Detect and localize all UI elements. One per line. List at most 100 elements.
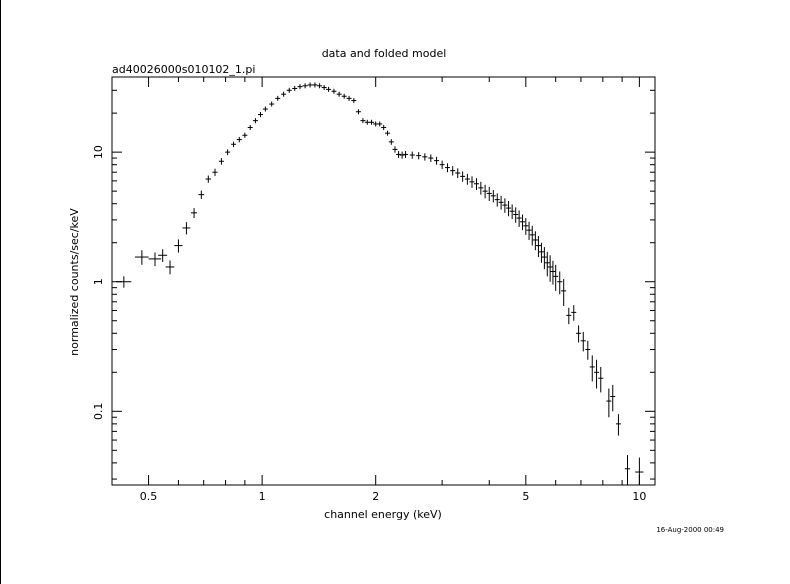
data-point bbox=[486, 186, 492, 201]
y-axis-label: normalized counts/sec/keV bbox=[68, 208, 81, 356]
data-point bbox=[520, 214, 526, 231]
timestamp: 16-Aug-2000 00:49 bbox=[656, 526, 724, 534]
data-point bbox=[148, 252, 162, 267]
data-point bbox=[635, 457, 644, 485]
data-point bbox=[473, 178, 479, 191]
data-point bbox=[317, 83, 323, 89]
data-point bbox=[460, 171, 466, 182]
data-point bbox=[174, 239, 183, 253]
data-point bbox=[286, 87, 292, 93]
data-point bbox=[516, 210, 522, 227]
y-tick-label: 10 bbox=[92, 145, 105, 159]
data-point bbox=[360, 118, 366, 124]
data-point bbox=[351, 98, 357, 104]
data-point bbox=[434, 156, 440, 165]
data-point bbox=[403, 151, 409, 159]
data-point bbox=[236, 136, 242, 143]
data-point bbox=[321, 85, 327, 91]
data-point bbox=[594, 359, 600, 389]
data-point bbox=[428, 154, 434, 162]
data-point bbox=[341, 93, 347, 99]
plot-frame bbox=[111, 76, 656, 486]
x-axis-label: channel energy (keV) bbox=[324, 508, 442, 521]
data-point bbox=[494, 193, 500, 207]
data-point bbox=[247, 124, 253, 130]
data-point bbox=[312, 82, 318, 88]
data-point bbox=[392, 146, 398, 153]
x-tick-label: 0.5 bbox=[140, 490, 158, 503]
data-point bbox=[326, 86, 332, 92]
data-point bbox=[297, 84, 303, 90]
data-point bbox=[606, 388, 612, 418]
x-tick-label: 5 bbox=[522, 490, 529, 503]
data-point bbox=[331, 88, 337, 94]
data-point bbox=[388, 139, 394, 145]
data-point bbox=[498, 195, 504, 210]
data-point bbox=[544, 251, 550, 277]
data-point bbox=[502, 198, 508, 213]
data-point bbox=[212, 168, 218, 176]
data-point bbox=[610, 384, 616, 412]
x-tick-label: 2 bbox=[372, 490, 379, 503]
data-point bbox=[275, 95, 281, 101]
data-point bbox=[541, 247, 547, 270]
data-point bbox=[307, 82, 313, 88]
data-point bbox=[292, 85, 298, 91]
data-point bbox=[252, 118, 258, 124]
data-point bbox=[134, 250, 149, 265]
data-point bbox=[535, 236, 541, 258]
data-point bbox=[262, 106, 268, 112]
data-point bbox=[576, 325, 582, 343]
data-point bbox=[571, 305, 577, 321]
data-point bbox=[624, 455, 631, 485]
data-point bbox=[553, 264, 559, 291]
data-point bbox=[615, 414, 621, 436]
data-point bbox=[377, 121, 383, 127]
data-point bbox=[385, 130, 391, 136]
data-point bbox=[198, 190, 205, 199]
data-point bbox=[191, 208, 197, 219]
data-point bbox=[509, 204, 515, 219]
data-point bbox=[439, 160, 445, 170]
data-point bbox=[506, 200, 512, 217]
data-point bbox=[598, 366, 604, 393]
chart-subtitle: ad40026000s010102_1.pi bbox=[112, 63, 255, 76]
data-point bbox=[242, 132, 248, 138]
data-point bbox=[182, 222, 191, 235]
data-point bbox=[557, 271, 563, 295]
data-point bbox=[346, 95, 352, 101]
data-point bbox=[205, 175, 212, 183]
data-point bbox=[158, 249, 168, 262]
data-point bbox=[450, 166, 456, 176]
data-point bbox=[464, 173, 470, 185]
data-point bbox=[566, 307, 572, 325]
data-point bbox=[526, 221, 532, 240]
data-point bbox=[444, 163, 450, 173]
data-point bbox=[585, 340, 591, 360]
data-point bbox=[478, 181, 484, 195]
data-point bbox=[302, 83, 308, 89]
data-point bbox=[523, 218, 529, 235]
data-point bbox=[490, 190, 496, 203]
data-point bbox=[381, 124, 387, 130]
data-point bbox=[482, 184, 488, 199]
data-points bbox=[116, 82, 644, 485]
data-point bbox=[399, 151, 405, 159]
x-tick-label: 1 bbox=[259, 490, 266, 503]
data-point bbox=[225, 149, 231, 156]
data-point bbox=[529, 225, 535, 246]
y-tick-label: 0.1 bbox=[92, 403, 105, 421]
data-point bbox=[269, 101, 275, 107]
data-point bbox=[364, 119, 370, 125]
data-point bbox=[396, 151, 402, 159]
data-point bbox=[538, 242, 544, 263]
x-tick-label: 10 bbox=[632, 490, 646, 503]
y-axis-ticks: 0.1 1 10 bbox=[92, 89, 655, 480]
data-point bbox=[455, 168, 461, 179]
data-point bbox=[422, 153, 428, 161]
y-tick-label: 1 bbox=[92, 278, 105, 285]
data-point bbox=[165, 260, 175, 275]
data-point bbox=[281, 91, 287, 97]
data-point bbox=[369, 119, 375, 125]
data-point bbox=[589, 355, 595, 382]
